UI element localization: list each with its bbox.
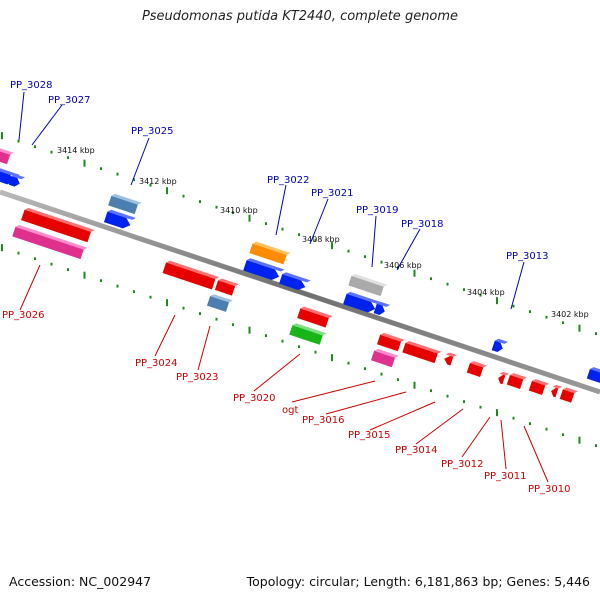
feature-orange-3022[interactable] <box>249 241 291 266</box>
gene-features <box>0 147 600 404</box>
feature-pink-large[interactable] <box>12 224 88 260</box>
gene-label-pp-3021[interactable]: PP_3021 <box>311 188 354 199</box>
map-title: Pseudomonas putida KT2440, complete geno… <box>141 9 459 24</box>
scale-label: 3410 kbp <box>220 206 258 215</box>
feature-steel-3023[interactable] <box>206 293 233 313</box>
gene-label-ogt[interactable]: ogt <box>282 405 298 416</box>
gene-label-pp-3016[interactable]: PP_3016 <box>302 415 345 426</box>
feature-green-3020[interactable] <box>289 322 327 345</box>
gene-label-pp-3014[interactable]: PP_3014 <box>395 445 438 456</box>
scale-label: 3412 kbp <box>139 177 177 186</box>
tick-row-top <box>1 132 597 336</box>
gene-label-pp-3028[interactable]: PP_3028 <box>10 80 53 91</box>
feature-red-3011[interactable] <box>506 372 528 390</box>
scale-labels: 3414 kbp 3412 kbp 3410 kbp 3408 kbp 3406… <box>57 146 589 319</box>
scale-label: 3406 kbp <box>384 261 422 270</box>
feature-red-3011b[interactable] <box>528 378 550 396</box>
accession-text: Accession: NC_002947 <box>9 574 152 589</box>
feature-steel-3025[interactable] <box>108 193 142 215</box>
gene-label-pp-3013[interactable]: PP_3013 <box>506 251 549 262</box>
feature-red-3014[interactable] <box>466 360 488 378</box>
feature-gray-3019[interactable] <box>348 273 388 297</box>
gene-label-pp-3024[interactable]: PP_3024 <box>135 358 178 369</box>
genome-backbone <box>0 189 600 395</box>
gene-label-pp-3025[interactable]: PP_3025 <box>131 126 174 137</box>
feature-red-small[interactable] <box>214 278 239 297</box>
feature-red-3020[interactable] <box>297 306 333 329</box>
gene-label-pp-3027[interactable]: PP_3027 <box>48 95 91 106</box>
feature-blue-arrow[interactable] <box>0 167 20 187</box>
gene-label-pp-3019[interactable]: PP_3019 <box>356 205 399 216</box>
feature-red-3010[interactable] <box>550 384 563 398</box>
gene-label-pp-3022[interactable]: PP_3022 <box>267 175 310 186</box>
scale-label: 3408 kbp <box>302 235 340 244</box>
feature-blue-small[interactable] <box>8 173 25 188</box>
leader-lines-bottom <box>19 264 549 483</box>
scale-label: 3414 kbp <box>57 146 95 155</box>
gene-label-pp-3015[interactable]: PP_3015 <box>348 430 391 441</box>
feature-blue-3018[interactable] <box>373 301 391 317</box>
feature-blue-3019[interactable] <box>343 291 381 315</box>
feature-blue-3021[interactable] <box>279 271 311 293</box>
gene-label-pp-3026[interactable]: PP_3026 <box>2 310 45 321</box>
feature-red-ogt[interactable] <box>376 332 405 352</box>
feature-blue-3025[interactable] <box>103 209 136 231</box>
gene-label-pp-3012[interactable]: PP_3012 <box>441 459 484 470</box>
gene-labels-bottom: PP_3026 PP_3024 PP_3023 PP_3020 ogt PP_3… <box>2 310 571 495</box>
feature-pink-left[interactable] <box>0 147 14 165</box>
leader-lines-top <box>18 91 525 310</box>
scale-label: 3404 kbp <box>467 288 505 297</box>
gene-label-pp-3023[interactable]: PP_3023 <box>176 372 219 383</box>
gene-label-pp-3011[interactable]: PP_3011 <box>484 471 527 482</box>
feature-red-3024[interactable] <box>162 260 220 291</box>
feature-red-3015[interactable] <box>443 352 458 367</box>
feature-blue-3022[interactable] <box>243 257 285 283</box>
topology-text: Topology: circular; Length: 6,181,863 bp… <box>246 574 590 589</box>
feature-red-3010b[interactable] <box>559 387 579 404</box>
feature-blue-3013[interactable] <box>491 338 509 354</box>
tick-row-bottom <box>1 244 597 448</box>
feature-red-3012[interactable] <box>497 371 510 385</box>
feature-red-3016[interactable] <box>402 340 442 364</box>
feature-pink-ogt[interactable] <box>370 348 399 368</box>
gene-label-pp-3010[interactable]: PP_3010 <box>528 484 571 495</box>
feature-red-large[interactable] <box>21 207 95 243</box>
gene-label-pp-3020[interactable]: PP_3020 <box>233 393 276 404</box>
gene-labels-top: PP_3028 PP_3027 PP_3025 PP_3022 PP_3021 … <box>10 80 549 262</box>
feature-blue-edge[interactable] <box>586 366 600 384</box>
gene-label-pp-3018[interactable]: PP_3018 <box>401 219 444 230</box>
scale-label: 3402 kbp <box>551 310 589 319</box>
